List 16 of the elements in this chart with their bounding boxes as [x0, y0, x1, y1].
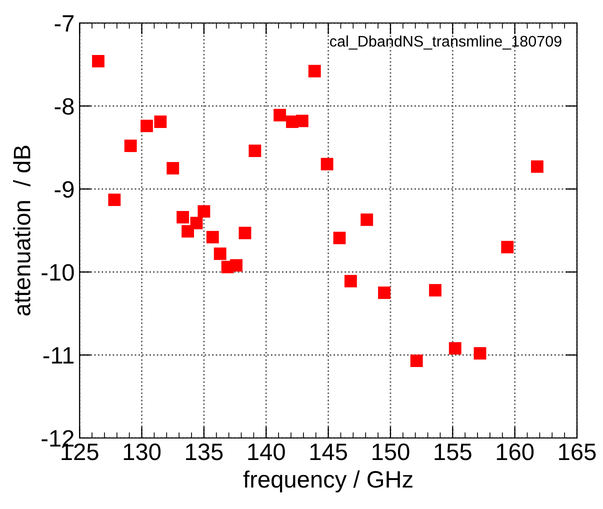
x-axis-title: frequency / GHz	[243, 470, 412, 492]
y-axis-title: attenuation / dB	[13, 146, 30, 316]
annotation: cal_DbandNS_transmline_180709	[330, 35, 562, 50]
x-tick-label: 135	[186, 443, 223, 460]
x-tick-label: 160	[496, 443, 534, 460]
x-tick-label: 140	[248, 443, 285, 460]
x-tick-label: 165	[559, 443, 596, 460]
y-tick-label: -8	[54, 98, 74, 115]
y-tick-label: -10	[42, 264, 74, 281]
x-tick-label: 150	[372, 443, 410, 460]
x-tick-label: 130	[124, 443, 161, 460]
x-tick-label: 155	[434, 444, 472, 460]
x-tick-label: 145	[310, 444, 348, 460]
y-tick-label: -11	[43, 347, 74, 364]
y-tick-label: -7	[54, 15, 74, 32]
y-tick-label: -9	[54, 181, 74, 198]
